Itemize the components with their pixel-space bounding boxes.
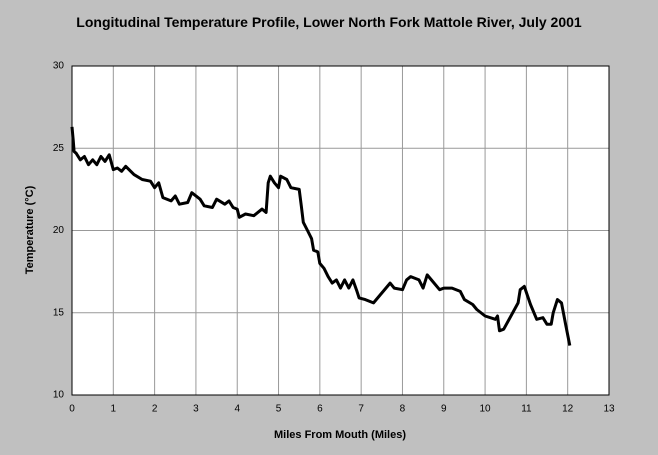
x-tick-label: 5 [276, 404, 282, 415]
y-tick-label: 30 [53, 61, 65, 72]
x-tick-label: 7 [358, 404, 364, 415]
x-tick-label: 10 [480, 404, 492, 415]
x-tick-label: 11 [521, 404, 532, 415]
x-tick-label: 6 [317, 404, 323, 415]
x-tick-label: 12 [562, 404, 574, 415]
y-tick-label: 10 [53, 390, 65, 401]
x-axis-label: Miles From Mouth (Miles) [274, 429, 406, 441]
chart-title: Longitudinal Temperature Profile, Lower … [76, 14, 582, 30]
y-axis-label: Temperature (°C) [24, 185, 36, 274]
x-tick-label: 2 [152, 404, 158, 415]
data-line [70, 126, 572, 346]
x-tick-label: 4 [234, 404, 240, 415]
y-tick-label: 20 [53, 225, 65, 236]
y-tick-label: 25 [53, 143, 65, 154]
x-tick-label: 13 [603, 404, 615, 415]
x-tick-label: 9 [441, 404, 447, 415]
y-tick-label: 15 [53, 307, 65, 318]
x-tick-label: 3 [193, 404, 199, 415]
plot-border [71, 65, 610, 396]
x-tick-label: 8 [400, 404, 406, 415]
x-tick-label: 0 [69, 404, 75, 415]
x-tick-label: 1 [111, 404, 117, 415]
